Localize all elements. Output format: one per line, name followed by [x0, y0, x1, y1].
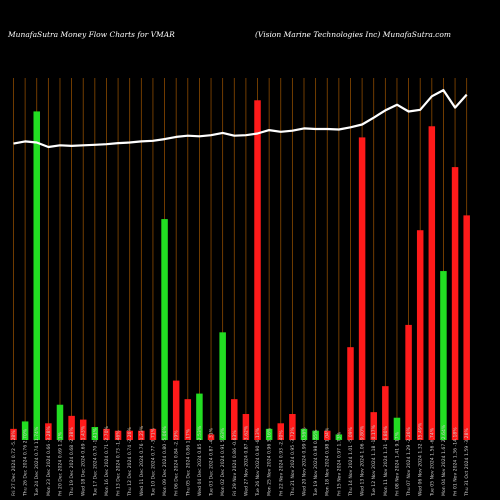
money-flow-bar	[347, 347, 354, 440]
x-tick-label: Mon 25 Nov 2024 0.96 3.16%	[267, 427, 273, 496]
x-tick-label: Fri 13 Dec 2024 0.73 -1.46%	[116, 430, 122, 496]
money-flow-bar	[382, 386, 389, 440]
x-tick-label: Tue 19 Nov 2024 0.98 0.55%	[313, 429, 319, 497]
money-flow-bar	[68, 415, 75, 440]
money-flow-bar	[207, 434, 215, 440]
x-tick-label: Fri 29 Nov 2024 0.86 -0.63%	[232, 430, 238, 496]
x-tick-label: Fri 15 Nov 2024 0.97 1.73%	[336, 431, 342, 496]
money-flow-bar	[323, 430, 331, 440]
price-line	[13, 88, 468, 149]
money-flow-bar	[33, 111, 40, 441]
money-flow-bar	[358, 137, 366, 440]
money-flow-bar	[300, 428, 308, 440]
x-tick-label: Mon 09 Dec 2024 0.80 -5.06%	[162, 425, 168, 496]
money-flow-bar	[196, 393, 203, 440]
x-tick-label: Mon 11 Nov 2024 1.31 -6.80%	[383, 425, 389, 496]
x-tick-label: Fri 08 Nov 2024 1.41 9.17%	[394, 431, 400, 496]
money-flow-bar	[184, 399, 192, 440]
x-tick-label: Mon 02 Dec 2024 0.91 5.63%	[220, 427, 226, 496]
x-tick-label: Thu 26 Dec 2024 0.76 2.70%	[23, 428, 29, 497]
money-flow-bar	[463, 215, 470, 440]
money-flow-bar	[161, 219, 168, 440]
x-tick-label: Thu 05 Dec 2024 0.86 1.17%	[185, 428, 191, 497]
x-tick-label: Tue 10 Dec 2024 0.77 -3.71%	[150, 427, 156, 497]
money-flow-bar	[45, 423, 52, 440]
x-tick-label: Mon 23 Dec 2024 0.66 -3.28%	[46, 425, 52, 496]
x-tick-label: Mon 18 Nov 2024 0.98 1.04%	[325, 427, 331, 496]
x-tick-label: Wed 04 Dec 2024 0.85 -2.53%	[197, 425, 203, 496]
x-tick-label: Thu 31 Oct 2024 1.59 -3.28%	[464, 427, 470, 497]
x-tick-label: Tue 03 Dec 2024 0.87 -4.31%	[209, 427, 215, 497]
money-flow-bar	[370, 412, 377, 440]
x-tick-label: Fri 22 Nov 2024 0.93 -2.40%	[278, 430, 284, 496]
x-tick-label: Thu 21 Nov 2024 0.95 -3.72%	[290, 426, 296, 497]
money-flow-bar	[254, 100, 261, 441]
money-flow-bar	[440, 271, 447, 440]
chart-title-right: (Vision Marine Technologies Inc) MunafaS…	[255, 30, 452, 39]
x-tick-label: Tue 26 Nov 2024 0.90 -6.13%	[255, 427, 261, 497]
money-flow-bar	[138, 430, 145, 440]
money-flow-bar	[416, 230, 424, 440]
money-flow-bar	[172, 380, 180, 440]
x-tick-label: Mon 16 Dec 2024 0.71 -2.70%	[104, 425, 110, 496]
x-tick-label: Wed 27 Nov 2024 0.87 -3.62%	[243, 425, 249, 496]
money-flow-bar	[21, 421, 29, 440]
money-flow-bar	[219, 332, 226, 440]
money-flow-bar	[10, 428, 17, 440]
money-flow-bar	[242, 414, 250, 440]
x-tick-label: Fri 06 Dec 2024 0.84 -2.19%	[174, 430, 180, 496]
money-flow-bar	[335, 434, 343, 440]
money-flow-bar	[79, 419, 87, 440]
money-flow-bar	[312, 430, 319, 440]
money-flow-bar	[103, 428, 110, 440]
money-flow-bar	[126, 430, 133, 440]
x-tick-label: Fri 01 Nov 2024 1.36 -14.18%	[453, 427, 459, 496]
x-tick-label: Fri 20 Dec 2024 0.69 1.21%	[57, 431, 63, 496]
x-tick-label: Fri 27 Dec 2024 0.72 -5.28%	[11, 430, 17, 496]
money-flow-bar	[289, 414, 296, 440]
x-tick-label: Mon 04 Nov 2024 1.67 22.64%	[441, 424, 447, 496]
money-flow-bar	[114, 430, 122, 440]
x-tick-label: Wed 06 Nov 2024 1.32 -15.49%	[418, 422, 424, 496]
x-tick-label: Thu 07 Nov 2024 1.29 -2.26%	[406, 426, 412, 497]
x-tick-label: Tue 12 Nov 2024 1.18 -10.17%	[371, 424, 377, 497]
x-tick-label: Thu 12 Dec 2024 0.74 -2.26%	[127, 427, 133, 497]
money-flow-bar	[149, 428, 157, 440]
x-tick-label: Wed 11 Dec 2024 0.76 -1.23%	[139, 425, 145, 496]
money-flow-bar	[393, 417, 401, 440]
x-tick-label: Wed 13 Nov 2024 1.06 -9.80%	[360, 425, 366, 496]
money-flow-bar	[405, 324, 412, 440]
x-tick-label: Tue 05 Nov 2024 1.56 -6.74%	[429, 427, 435, 497]
money-flow-bar	[428, 126, 436, 441]
chart-title-left: MunafaSutra Money Flow Charts for VMAR	[8, 30, 175, 39]
money-flow-bar	[91, 427, 99, 440]
money-flow-bar	[451, 167, 459, 440]
x-tick-label: Tue 17 Dec 2024 0.70 -1.41%	[92, 427, 98, 497]
money-flow-bar	[56, 404, 64, 440]
x-tick-label: Tue 24 Dec 2024 0.74 11.74%	[34, 426, 40, 497]
money-flow-bar	[231, 399, 238, 440]
money-flow-bar	[265, 428, 273, 440]
x-tick-label: Wed 20 Nov 2024 0.99 0.56%	[302, 427, 308, 496]
x-tick-label: Thu 14 Nov 2024 1.01 -5.09%	[348, 426, 354, 497]
x-tick-label: Thu 19 Dec 2024 0.68 -2.38%	[69, 427, 75, 497]
x-tick-label: Wed 18 Dec 2024 0.69 -1.43%	[81, 425, 87, 496]
money-flow-bar	[277, 423, 285, 440]
